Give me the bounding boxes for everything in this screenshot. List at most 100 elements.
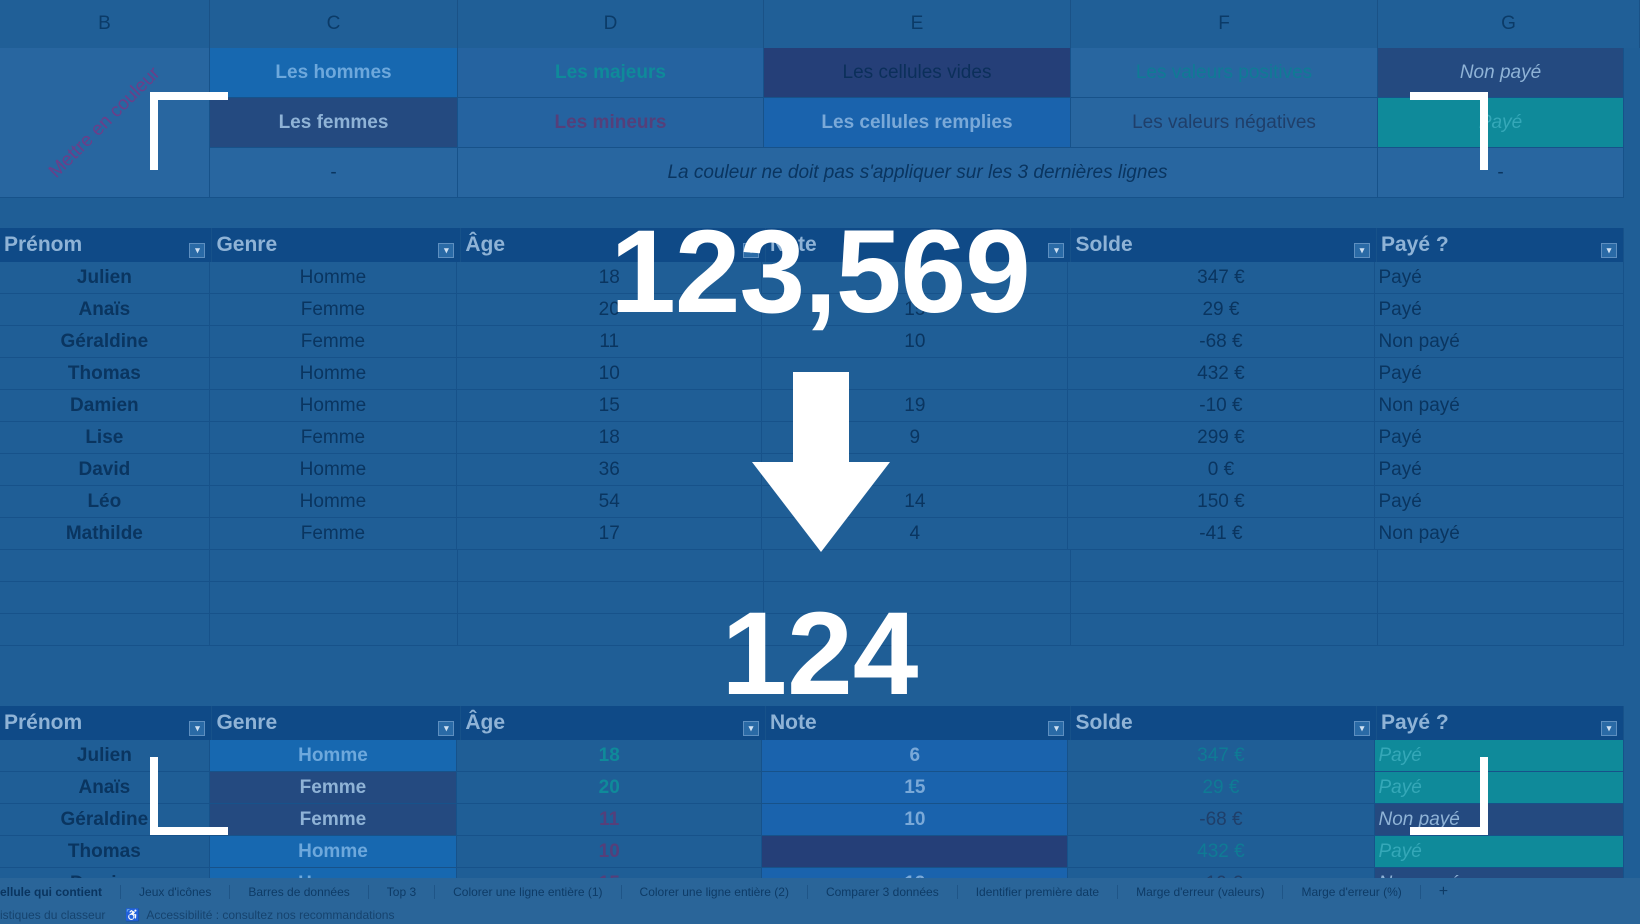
table2-header-paye[interactable]: Payé ? ▾ [1376,706,1624,740]
legend-positive-values[interactable]: Les valeurs positives [1071,48,1378,98]
empty-cell[interactable] [210,614,459,646]
cell-genre[interactable]: Femme [209,804,458,836]
cell-age[interactable]: 20 [457,294,763,326]
legend-paid[interactable]: Payé [1378,98,1624,148]
empty-cell[interactable] [210,550,459,582]
filter-dropdown-icon[interactable]: ▾ [1048,242,1065,258]
cell-prenom[interactable]: Anaïs [0,772,210,804]
cell-note[interactable]: 9 [762,422,1069,454]
column-header-d[interactable]: D [458,0,764,48]
empty-cell[interactable] [0,550,211,582]
legend-women[interactable]: Les femmes [210,98,458,148]
cell-age[interactable]: 10 [457,836,763,868]
cell-solde[interactable]: -41 € [1068,518,1375,550]
cell-genre[interactable]: Homme [209,454,458,486]
column-header-f[interactable]: F [1071,0,1378,48]
cell-paye[interactable]: Payé [1374,486,1624,518]
table1-header-age[interactable]: Âge ▾ [461,228,766,262]
table2-header-solde[interactable]: Solde ▾ [1071,706,1377,740]
legend-note[interactable]: La couleur ne doit pas s'appliquer sur l… [458,148,1378,198]
cell-note[interactable]: 10 [762,326,1069,358]
empty-cell[interactable] [764,550,1072,582]
cell-age[interactable]: 18 [457,422,763,454]
cell-age[interactable]: 36 [457,454,763,486]
cell-age[interactable]: 20 [457,772,763,804]
empty-cell[interactable] [1071,582,1378,614]
cell-note[interactable]: 10 [762,804,1069,836]
empty-cell[interactable] [1377,550,1624,582]
add-sheet-button[interactable]: + [1438,883,1449,900]
cell-paye[interactable]: Non payé [1374,868,1624,878]
sheet-tab[interactable]: Top 3 [369,885,436,899]
legend-minors[interactable]: Les mineurs [458,98,764,148]
empty-cell[interactable] [764,582,1072,614]
sheet-tab[interactable]: Marge d'erreur (valeurs) [1118,885,1284,899]
column-header-e[interactable]: E [764,0,1071,48]
cell-genre[interactable]: Homme [209,740,458,772]
cell-paye[interactable]: Payé [1374,836,1624,868]
filter-dropdown-icon[interactable]: ▾ [438,242,455,258]
accessibility-status[interactable]: Accessibilité : consultez nos recommanda… [146,908,395,922]
table1-header-prenom[interactable]: Prénom ▾ [0,228,213,262]
cell-solde[interactable]: 150 € [1068,486,1375,518]
sheet-tab[interactable]: Colorer une ligne entière (2) [622,885,808,899]
cell-age[interactable]: 11 [457,326,763,358]
cell-genre[interactable]: Homme [209,868,458,878]
cell-prenom[interactable]: Lise [0,422,210,454]
cell-solde[interactable]: 29 € [1068,294,1375,326]
cell-prenom[interactable]: Léo [0,486,210,518]
filter-dropdown-icon[interactable]: ▾ [1600,242,1617,258]
sheet-tab-active[interactable]: ellule qui contient [0,885,122,899]
cell-solde[interactable]: 29 € [1068,772,1375,804]
cell-prenom[interactable]: Julien [0,262,210,294]
table2-header-note[interactable]: Note ▾ [765,706,1072,740]
empty-cell[interactable] [458,582,765,614]
empty-cell[interactable] [458,550,765,582]
column-header-b[interactable]: B [0,0,210,48]
legend-men[interactable]: Les hommes [210,48,458,98]
empty-cell[interactable] [1377,582,1624,614]
table1-header-paye[interactable]: Payé ? ▾ [1376,228,1624,262]
cell-note[interactable] [762,358,1069,390]
cell-solde[interactable]: 432 € [1068,358,1375,390]
cell-solde[interactable]: 347 € [1068,262,1375,294]
cell-prenom[interactable]: Thomas [0,836,210,868]
cell-solde[interactable]: 347 € [1068,740,1375,772]
sheet-tab[interactable]: Colorer une ligne entière (1) [435,885,622,899]
cell-prenom[interactable]: Géraldine [0,326,210,358]
cell-genre[interactable]: Femme [209,326,458,358]
cell-paye[interactable]: Payé [1374,294,1624,326]
cell-prenom[interactable]: Anaïs [0,294,210,326]
cell-paye[interactable]: Non payé [1374,390,1624,422]
filter-dropdown-icon[interactable]: ▾ [1048,720,1065,736]
cell-age[interactable]: 17 [457,518,763,550]
cell-genre[interactable]: Femme [209,518,458,550]
cell-paye[interactable]: Payé [1374,772,1624,804]
table2-header-prenom[interactable]: Prénom ▾ [0,706,213,740]
cell-age[interactable]: 11 [457,804,763,836]
filter-dropdown-icon[interactable]: ▾ [1353,720,1370,736]
workbook-statistics[interactable]: istiques du classeur [0,908,106,922]
legend-negative-values[interactable]: Les valeurs négatives [1071,98,1378,148]
table1-header-solde[interactable]: Solde ▾ [1071,228,1377,262]
cell-age[interactable]: 15 [457,868,763,878]
empty-cell[interactable] [1071,614,1378,646]
filter-dropdown-icon[interactable]: ▾ [438,720,455,736]
table2-header-genre[interactable]: Genre ▾ [212,706,462,740]
legend-empty-cells[interactable]: Les cellules vides [764,48,1071,98]
cell-note[interactable] [762,836,1069,868]
cell-prenom[interactable]: Damien [0,390,210,422]
cell-genre[interactable]: Homme [209,262,458,294]
filter-dropdown-icon[interactable]: ▾ [189,720,206,736]
cell-prenom[interactable]: Thomas [0,358,210,390]
cell-solde[interactable]: 432 € [1068,836,1375,868]
legend-label-cell[interactable]: Mettre en couleur [0,48,210,198]
filter-dropdown-icon[interactable]: ▾ [1600,720,1617,736]
cell-genre[interactable]: Homme [209,486,458,518]
filter-dropdown-icon[interactable]: ▾ [742,242,759,258]
column-header-c[interactable]: C [210,0,458,48]
filter-dropdown-icon[interactable]: ▾ [742,720,759,736]
accessibility-icon[interactable]: ♿ [125,908,141,922]
cell-prenom[interactable]: Julien [0,740,210,772]
cell-note[interactable]: 4 [762,518,1069,550]
